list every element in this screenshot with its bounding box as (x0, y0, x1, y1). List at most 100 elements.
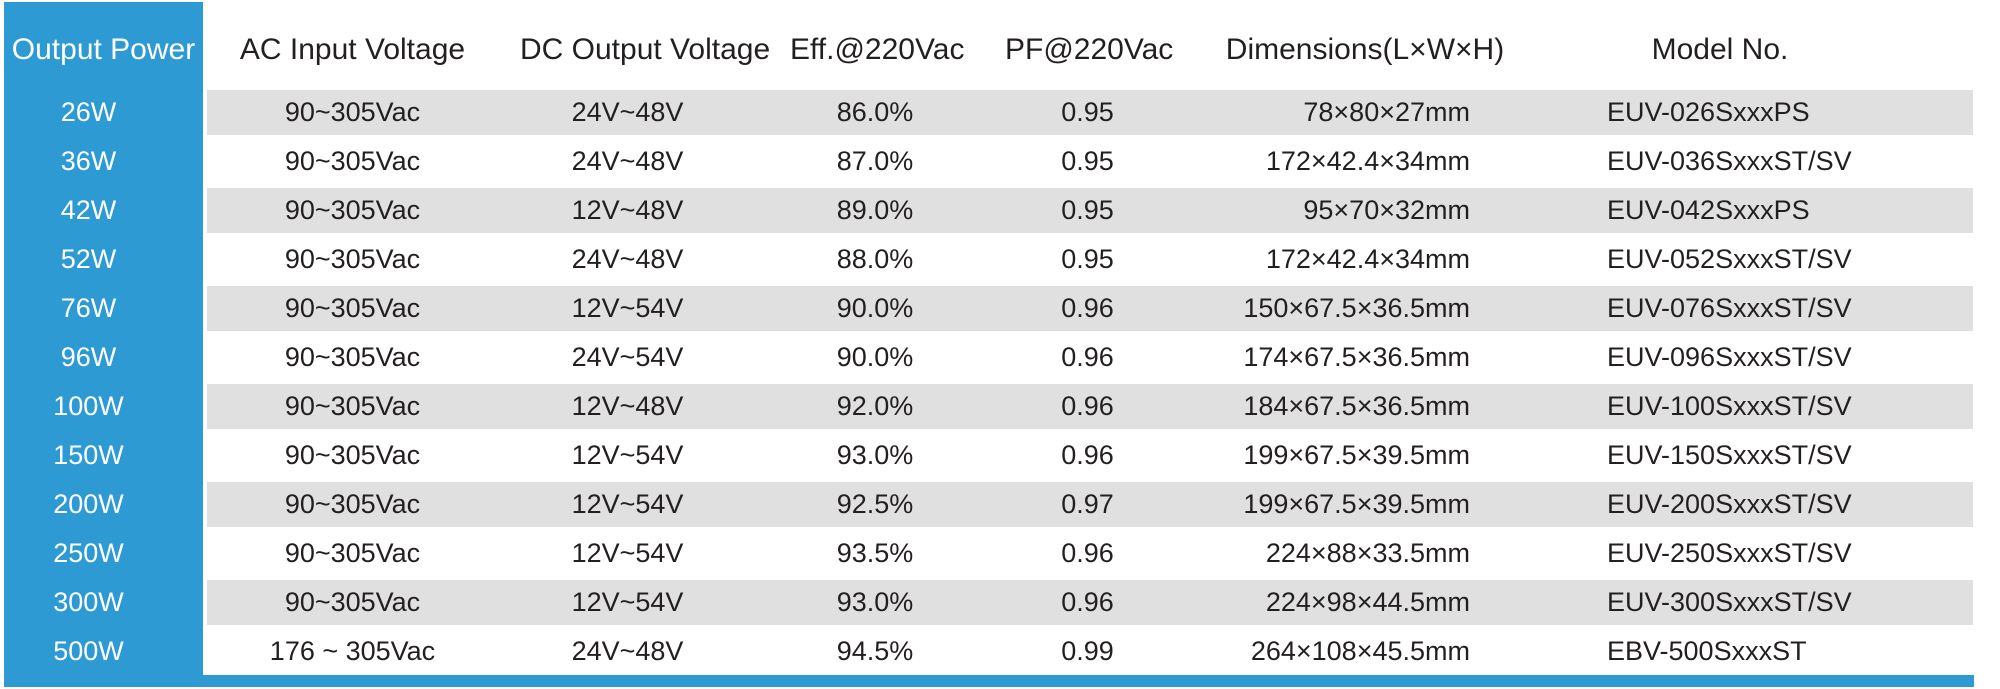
table-row: 250W 90~305Vac 12V~54V 93.5% 0.96 224×88×33.5… (0, 531, 2000, 576)
cell-model-no: EUV-096SxxxST/SV (1607, 342, 1852, 372)
cell-output-power: 500W (53, 636, 124, 666)
cell-ac-input: 90~305Vac (284, 440, 421, 470)
cell-output-power: 52W (60, 244, 117, 274)
cell-dc-output: 24V~48V (571, 146, 684, 176)
table-row: 96W 90~305Vac 24V~54V 90.0% 0.96 174×67.5×36.… (0, 335, 2000, 380)
cell-dimensions: 199×67.5×39.5mm (1243, 440, 1470, 470)
cell-ac-input: 90~305Vac (284, 195, 421, 225)
row-stripe (207, 384, 1973, 429)
row-stripe (207, 286, 1973, 331)
header-output-power: Output Power (11, 33, 196, 66)
row-stripe (207, 188, 1973, 233)
output-power-column-band (4, 2, 203, 675)
cell-dc-output: 12V~54V (571, 538, 684, 568)
cell-efficiency: 88.0% (836, 244, 914, 274)
cell-efficiency: 90.0% (836, 342, 914, 372)
cell-efficiency: 92.0% (836, 391, 914, 421)
cell-ac-input: 90~305Vac (284, 244, 421, 274)
cell-efficiency: 93.0% (836, 587, 914, 617)
cell-power-factor: 0.96 (1061, 293, 1114, 323)
cell-output-power: 250W (53, 538, 124, 568)
cell-power-factor: 0.96 (1061, 538, 1114, 568)
cell-power-factor: 0.95 (1061, 97, 1114, 127)
cell-efficiency: 94.5% (836, 636, 914, 666)
cell-efficiency: 90.0% (836, 293, 914, 323)
header-power-factor: PF@220Vac (1005, 33, 1174, 66)
header-dimensions: Dimensions(L×W×H) (1225, 33, 1505, 66)
cell-efficiency: 92.5% (836, 489, 914, 519)
cell-ac-input: 90~305Vac (284, 391, 421, 421)
cell-model-no: EUV-052SxxxST/SV (1607, 244, 1852, 274)
cell-ac-input: 176 ~ 305Vac (269, 636, 436, 666)
cell-dc-output: 12V~48V (571, 195, 684, 225)
cell-model-no: EUV-026SxxxPS (1607, 97, 1810, 127)
cell-dc-output: 12V~48V (571, 391, 684, 421)
cell-dimensions: 224×88×33.5mm (1265, 538, 1470, 568)
cell-output-power: 150W (53, 440, 124, 470)
row-stripe (207, 90, 1973, 135)
cell-model-no: EUV-042SxxxPS (1607, 195, 1810, 225)
cell-dimensions: 172×42.4×34mm (1265, 146, 1470, 176)
cell-dc-output: 12V~54V (571, 489, 684, 519)
cell-dimensions: 78×80×27mm (1303, 97, 1470, 127)
cell-dimensions: 172×42.4×34mm (1265, 244, 1470, 274)
cell-power-factor: 0.95 (1061, 244, 1114, 274)
cell-power-factor: 0.97 (1061, 489, 1114, 519)
cell-model-no: EUV-036SxxxST/SV (1607, 146, 1852, 176)
cell-ac-input: 90~305Vac (284, 293, 421, 323)
cell-output-power: 42W (60, 195, 117, 225)
cell-dimensions: 95×70×32mm (1303, 195, 1470, 225)
table-row: 300W 90~305Vac 12V~54V 93.0% 0.96 224×98×44.5… (0, 580, 2000, 625)
cell-power-factor: 0.96 (1061, 587, 1114, 617)
cell-model-no: EUV-150SxxxST/SV (1607, 440, 1852, 470)
cell-ac-input: 90~305Vac (284, 538, 421, 568)
cell-model-no: EBV-500SxxxST (1607, 636, 1807, 666)
header-efficiency: Eff.@220Vac (790, 33, 965, 66)
cell-ac-input: 90~305Vac (284, 342, 421, 372)
cell-output-power: 26W (60, 97, 117, 127)
cell-power-factor: 0.99 (1061, 636, 1114, 666)
header-model-no: Model No. (1651, 33, 1789, 66)
cell-dc-output: 12V~54V (571, 440, 684, 470)
cell-model-no: EUV-250SxxxST/SV (1607, 538, 1852, 568)
cell-model-no: EUV-076SxxxST/SV (1607, 293, 1852, 323)
cell-output-power: 200W (53, 489, 124, 519)
cell-power-factor: 0.96 (1061, 391, 1114, 421)
cell-dc-output: 24V~48V (571, 636, 684, 666)
table-row: 76W 90~305Vac 12V~54V 90.0% 0.96 150×67.5×36.… (0, 286, 2000, 331)
table-row: 200W 90~305Vac 12V~54V 92.5% 0.97 199×67.5×39… (0, 482, 2000, 527)
cell-model-no: EUV-300SxxxST/SV (1607, 587, 1852, 617)
row-stripe (207, 482, 1973, 527)
cell-efficiency: 87.0% (836, 146, 914, 176)
cell-output-power: 36W (60, 146, 117, 176)
cell-power-factor: 0.95 (1061, 195, 1114, 225)
cell-power-factor: 0.95 (1061, 146, 1114, 176)
cell-efficiency: 89.0% (836, 195, 914, 225)
cell-efficiency: 86.0% (836, 97, 914, 127)
table-row: 26W 90~305Vac 24V~48V 86.0% 0.95 78×80×27mm EU… (0, 90, 2000, 135)
table-bottom-bar (4, 675, 1974, 687)
cell-dc-output: 24V~48V (571, 244, 684, 274)
cell-ac-input: 90~305Vac (284, 97, 421, 127)
cell-dc-output: 12V~54V (571, 587, 684, 617)
cell-efficiency: 93.0% (836, 440, 914, 470)
cell-dimensions: 174×67.5×36.5mm (1243, 342, 1470, 372)
cell-ac-input: 90~305Vac (284, 146, 421, 176)
cell-dimensions: 264×108×45.5mm (1250, 636, 1470, 666)
cell-dc-output: 24V~54V (571, 342, 684, 372)
table-row: 500W 176 ~ 305Vac 24V~48V 94.5% 0.99 264×108×… (0, 629, 2000, 674)
cell-power-factor: 0.96 (1061, 440, 1114, 470)
cell-model-no: EUV-200SxxxST/SV (1607, 489, 1852, 519)
cell-dimensions: 150×67.5×36.5mm (1243, 293, 1470, 323)
cell-dc-output: 12V~54V (571, 293, 684, 323)
row-stripe (207, 580, 1973, 625)
header-ac-input-voltage: AC Input Voltage (239, 33, 466, 66)
cell-output-power: 300W (53, 587, 124, 617)
cell-dimensions: 184×67.5×36.5mm (1243, 391, 1470, 421)
cell-power-factor: 0.96 (1061, 342, 1114, 372)
table-row: 52W 90~305Vac 24V~48V 88.0% 0.95 172×42.4×34m… (0, 237, 2000, 282)
header-dc-output-voltage: DC Output Voltage (520, 33, 771, 66)
table-row: 150W 90~305Vac 12V~54V 93.0% 0.96 199×67.5×39… (0, 433, 2000, 478)
cell-efficiency: 93.5% (836, 538, 914, 568)
